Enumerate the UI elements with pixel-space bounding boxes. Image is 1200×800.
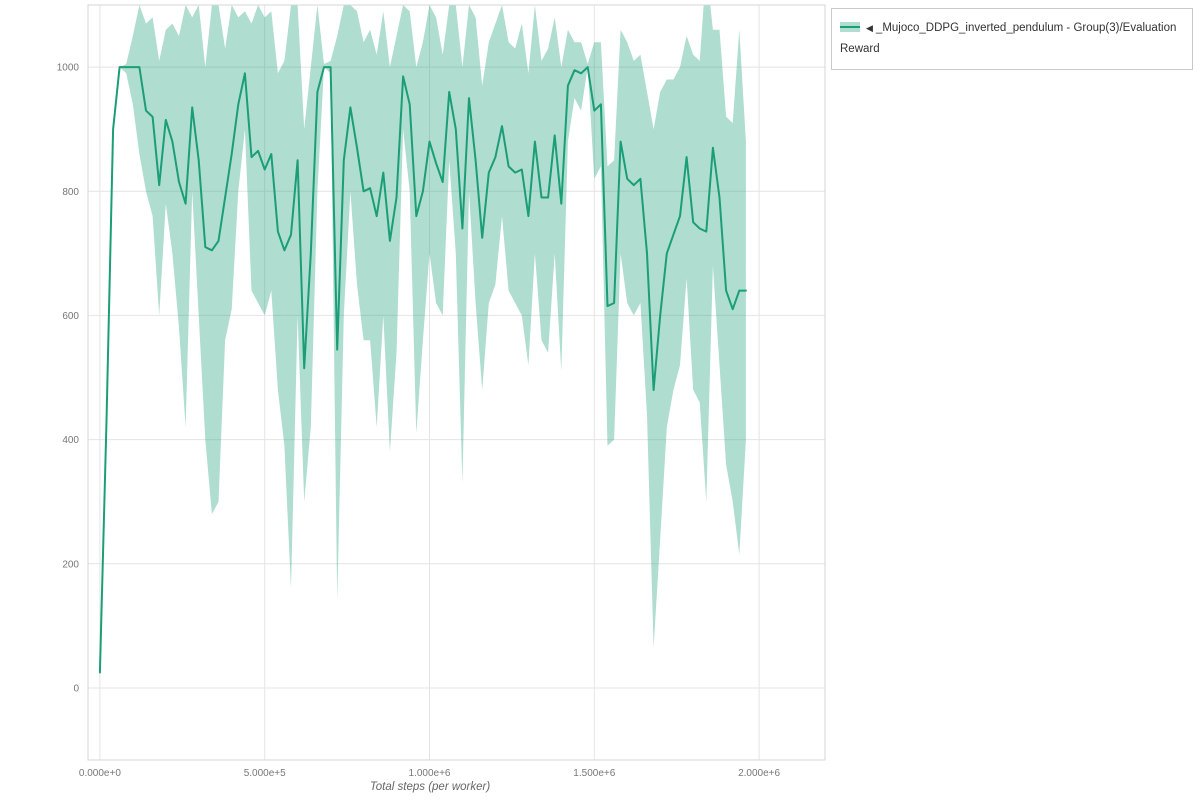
legend-band-swatch (840, 22, 860, 32)
x-tick-label: 0.000e+0 (79, 768, 121, 779)
x-axis-title: Total steps (per worker) (369, 781, 491, 793)
mean-line (98, 66, 747, 674)
x-tick-label: 2.000e+6 (738, 768, 780, 779)
y-tick-label: 1000 (57, 63, 80, 74)
y-tick-label: 600 (62, 311, 79, 322)
x-tick-label: 1.000e+6 (409, 768, 451, 779)
plot-border (87, 4, 826, 761)
legend-entry[interactable]: ◀ _Mujoco_DDPG_inverted_pendulum - Group(… (831, 8, 1193, 70)
confidence-band (99, 5, 746, 673)
y-tick-label: 400 (62, 435, 79, 446)
y-tick-label: 800 (62, 187, 79, 198)
x-tick-label: 5.000e+5 (244, 768, 286, 779)
legend-line-swatch (840, 26, 860, 28)
y-tick-label: 200 (62, 559, 79, 570)
y-tick-label: 0 (73, 684, 79, 695)
x-tick-label: 1.500e+6 (573, 768, 615, 779)
triangle-left-icon: ◀ (866, 23, 873, 33)
legend-label: _Mujoco_DDPG_inverted_pendulum - Group(3… (840, 22, 1177, 55)
